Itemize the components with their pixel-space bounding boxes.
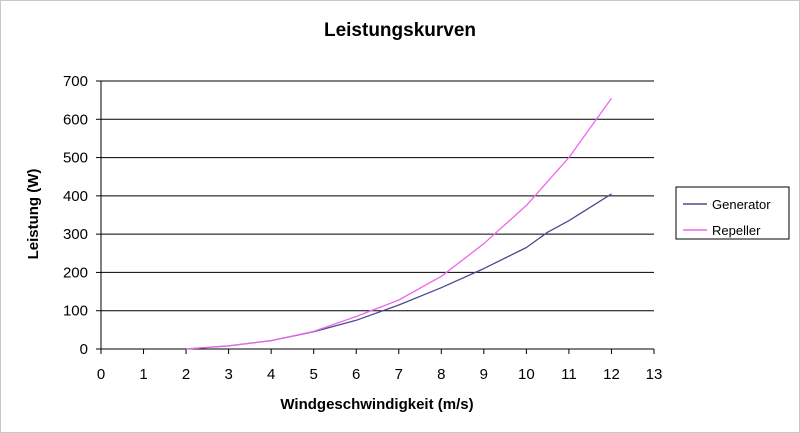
series-line-generator bbox=[186, 193, 612, 350]
y-tick-label-300: 300 bbox=[63, 226, 88, 243]
x-tick-label-3: 3 bbox=[224, 366, 232, 383]
x-tick-label-5: 5 bbox=[310, 366, 318, 383]
y-tick-label-400: 400 bbox=[63, 188, 88, 205]
x-tick-label-9: 9 bbox=[480, 366, 488, 383]
x-tick-label-12: 12 bbox=[603, 366, 620, 383]
grid-lines bbox=[101, 80, 654, 312]
x-tick-label-4: 4 bbox=[267, 366, 275, 383]
chart-title: Leistungskurven bbox=[324, 20, 476, 41]
x-tick-label-0: 0 bbox=[97, 366, 105, 383]
y-tick-label-100: 100 bbox=[63, 303, 88, 320]
legend-label-generator: Generator bbox=[712, 197, 771, 212]
x-tick-label-7: 7 bbox=[395, 366, 403, 383]
y-tick-labels: 0 100 200 300 400 500 600 700 bbox=[63, 73, 88, 358]
x-tick-label-1: 1 bbox=[139, 366, 147, 383]
y-tick-label-700: 700 bbox=[63, 73, 88, 90]
legend: Generator Repeller bbox=[675, 186, 790, 240]
legend-label-repeller: Repeller bbox=[712, 223, 761, 238]
series-line-repeller bbox=[186, 97, 613, 350]
y-tick-label-500: 500 bbox=[63, 150, 88, 167]
x-tick-label-10: 10 bbox=[518, 366, 535, 383]
series-lines bbox=[186, 97, 613, 350]
x-axis-title: Windgeschwindigkeit (m/s) bbox=[280, 396, 473, 413]
x-tick-labels: 0 1 2 3 4 5 6 7 8 9 10 11 12 13 bbox=[97, 366, 663, 383]
x-tick-label-13: 13 bbox=[646, 366, 663, 383]
x-tick-label-2: 2 bbox=[182, 366, 190, 383]
y-tick-label-200: 200 bbox=[63, 264, 88, 281]
y-tick-label-600: 600 bbox=[63, 111, 88, 128]
y-tick-label-0: 0 bbox=[80, 341, 88, 358]
x-tick-label-6: 6 bbox=[352, 366, 360, 383]
x-tick-label-8: 8 bbox=[437, 366, 445, 383]
y-axis-title: Leistung (W) bbox=[25, 169, 42, 260]
x-tick-label-11: 11 bbox=[561, 366, 577, 383]
